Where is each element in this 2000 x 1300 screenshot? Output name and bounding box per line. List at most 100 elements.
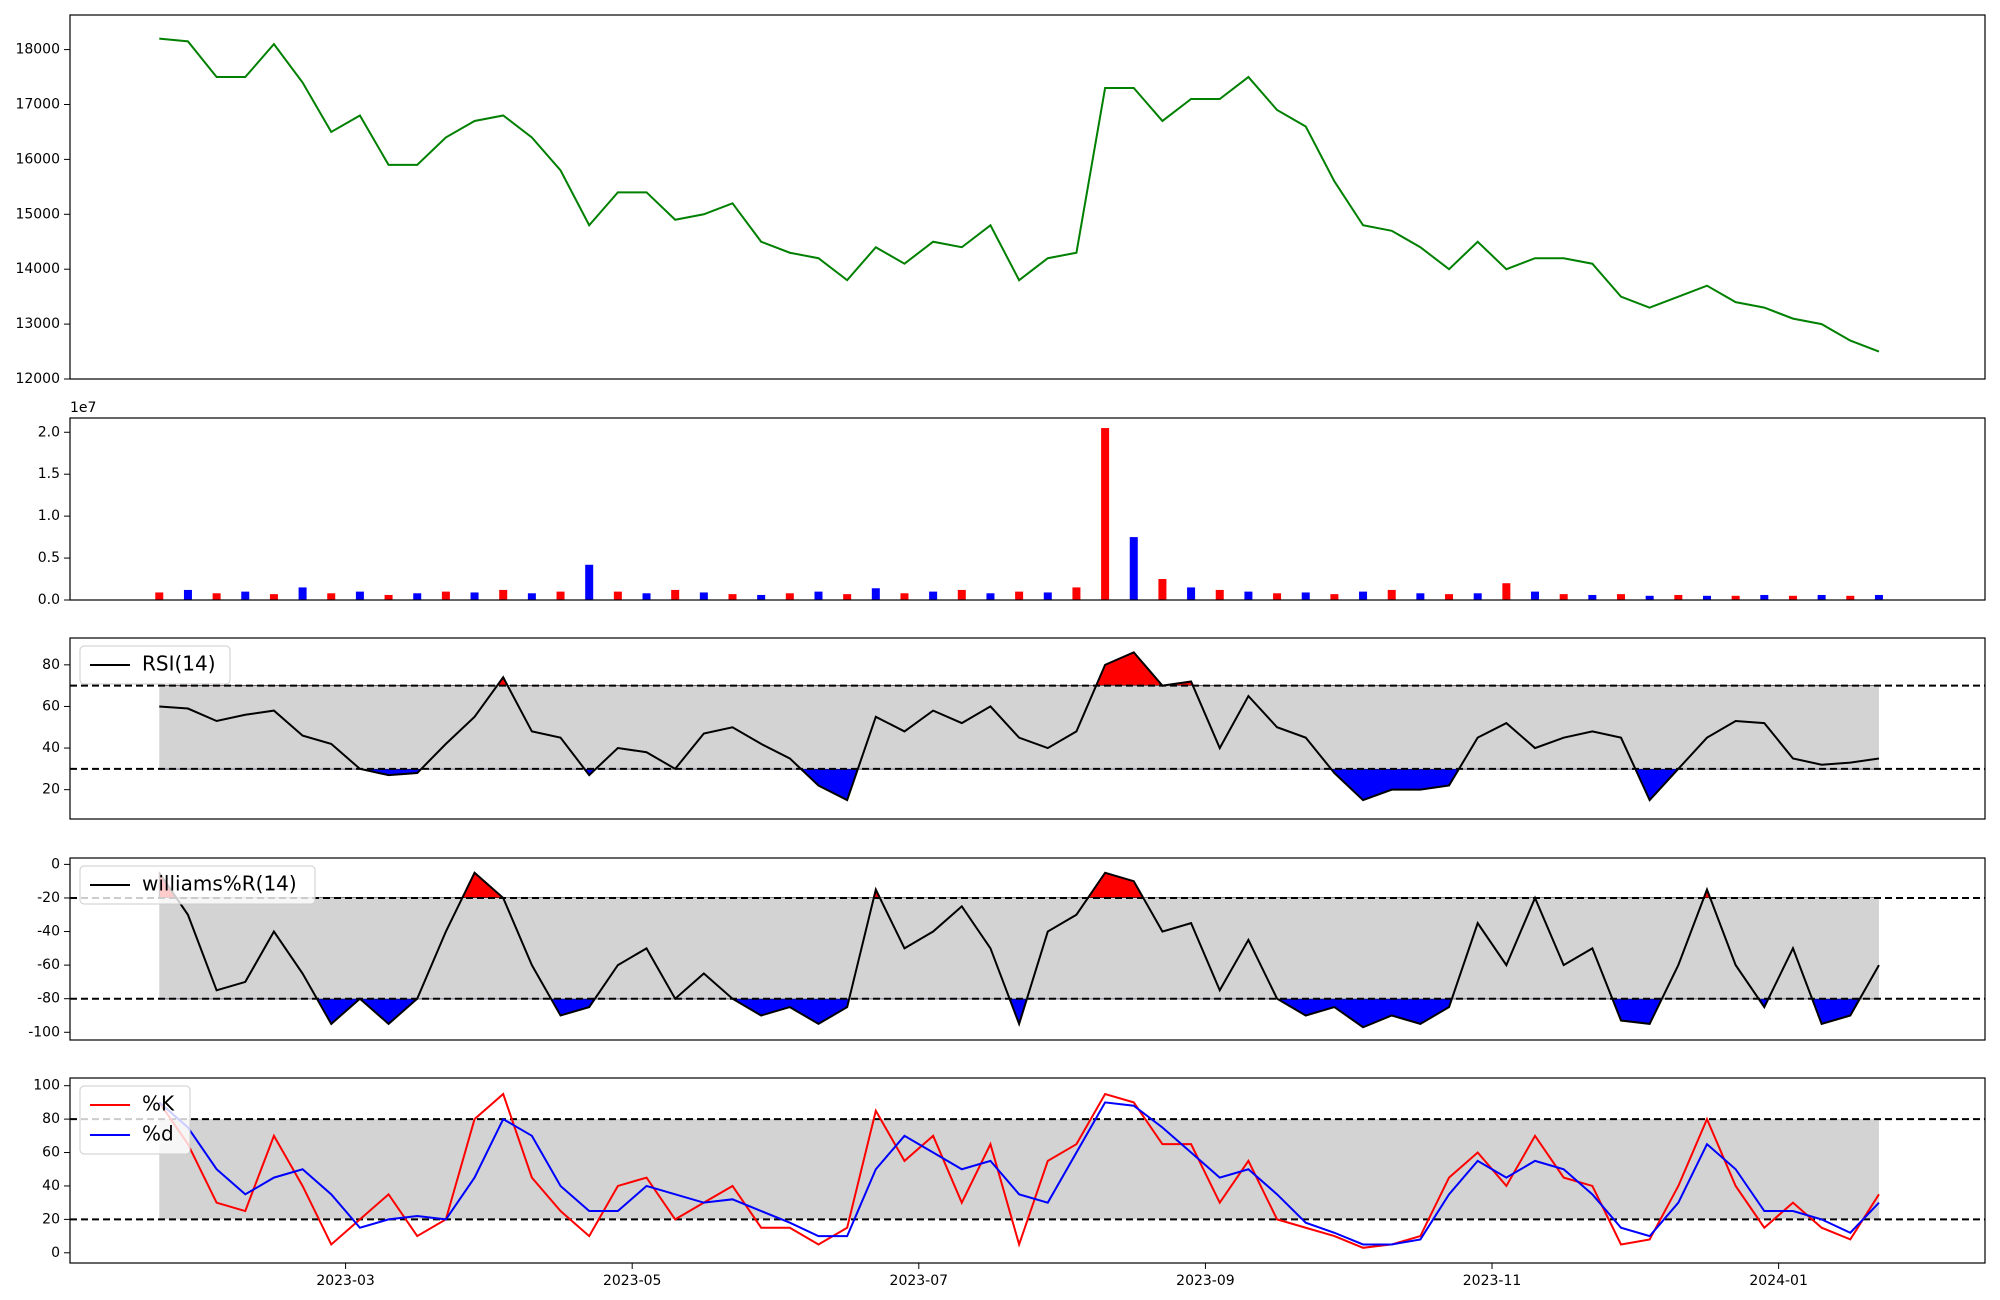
y-tick-label: 0.0 xyxy=(38,592,60,608)
volume-bar xyxy=(1559,594,1568,600)
axes-frame xyxy=(69,1077,1986,1264)
volume-bar xyxy=(384,594,393,600)
axes-frame xyxy=(69,637,1986,820)
volume-bar xyxy=(1187,587,1196,600)
x-tick-label: 2023-03 xyxy=(316,1273,375,1289)
panel: 12000 13000 14000 15000 16000 17000 18000 xyxy=(15,14,1986,387)
volume-bar xyxy=(183,589,192,600)
volume-bar xyxy=(1617,594,1626,600)
plot-area xyxy=(70,651,1985,802)
volume-bar xyxy=(1273,593,1282,600)
volume-bar xyxy=(470,592,479,600)
volume-bar xyxy=(757,594,766,600)
y-tick-label: 80 xyxy=(42,657,60,673)
series-line xyxy=(158,1101,1880,1246)
y-tick-label: 1.0 xyxy=(38,508,60,524)
plot-area xyxy=(70,1092,1985,1249)
neutral-band xyxy=(159,897,1879,999)
volume-bar xyxy=(1015,591,1024,600)
volume-bar xyxy=(413,593,422,600)
volume-bar xyxy=(269,594,278,600)
x-tick-label: 2023-09 xyxy=(1176,1273,1235,1289)
volume-bar xyxy=(613,591,622,600)
y-tick-label: 18000 xyxy=(15,42,60,58)
volume-bar xyxy=(298,587,307,600)
series-line xyxy=(158,871,1880,1029)
legend-label: RSI(14) xyxy=(142,652,216,676)
volume-bar xyxy=(785,593,794,600)
volume-bar xyxy=(499,589,508,600)
y-tick-label: 0 xyxy=(51,1245,60,1261)
y-tick-label: 12000 xyxy=(15,371,60,387)
y-tick-label: 1.5 xyxy=(38,466,60,482)
volume-bar xyxy=(1531,591,1540,600)
volume-bar xyxy=(155,592,164,600)
volume-bar xyxy=(212,593,221,600)
legend-box xyxy=(79,1085,191,1155)
volume-bar xyxy=(1330,594,1339,600)
plot-area xyxy=(70,871,1985,1029)
legend-box xyxy=(79,865,316,905)
y-tick-label: 100 xyxy=(33,1078,60,1094)
volume-bar xyxy=(1043,592,1052,600)
y-tick-label: 15000 xyxy=(15,206,60,222)
volume-bar xyxy=(728,594,737,600)
panel: 0 20 40 60 80 100 2023-03 2023-05 2023-07 2023-09… xyxy=(33,1077,1986,1289)
y-tick-label: -60 xyxy=(37,957,60,973)
y-tick-label: 14000 xyxy=(15,261,60,277)
volume-bar xyxy=(1416,593,1425,600)
legend-label: %d xyxy=(142,1122,174,1146)
volume-bar xyxy=(585,564,594,600)
y-tick-label: 20 xyxy=(42,782,60,798)
volume-bar xyxy=(1101,428,1110,600)
panel: 0 -20 -40 -60 -80 -100 williams%R(14) xyxy=(28,856,1986,1041)
volume-bar xyxy=(699,592,708,600)
volume-bar xyxy=(1874,594,1883,600)
volume-bar xyxy=(986,593,995,600)
volume-bar xyxy=(871,588,880,600)
x-tick-label: 2024-01 xyxy=(1749,1273,1808,1289)
volume-bar xyxy=(843,594,852,600)
volume-bar xyxy=(1301,592,1310,600)
volume-bar xyxy=(957,589,966,600)
volume-bar xyxy=(900,593,909,600)
volume-bar xyxy=(1788,595,1797,600)
y-tick-label: 40 xyxy=(42,1178,60,1194)
series-line xyxy=(159,37,1880,353)
plot-area xyxy=(159,37,1880,353)
volume-bar xyxy=(1731,595,1740,600)
axes-frame xyxy=(69,417,1986,601)
volume-bar xyxy=(929,591,938,600)
y-tick-label: 17000 xyxy=(15,96,60,112)
volume-bar xyxy=(556,591,565,600)
y-tick-label: -40 xyxy=(37,924,60,940)
volume-bar xyxy=(642,593,651,600)
y-tick-label: 80 xyxy=(42,1111,60,1127)
volume-bar xyxy=(1072,587,1081,600)
volume-bar xyxy=(1445,594,1454,600)
volume-bar xyxy=(1674,594,1683,600)
x-tick-label: 2023-11 xyxy=(1463,1273,1522,1289)
legend-box xyxy=(79,645,231,685)
y-tick-label: 2.0 xyxy=(38,424,60,440)
panel: 1e7 0.0 0.5 1.0 1.5 2.0 xyxy=(38,400,1986,608)
neutral-band xyxy=(159,685,1879,769)
volume-bar xyxy=(1158,579,1167,600)
y-tick-label: 60 xyxy=(42,1145,60,1161)
volume-bar xyxy=(441,591,450,600)
volume-bar xyxy=(671,589,680,600)
x-tick-label: 2023-07 xyxy=(890,1273,949,1289)
volume-bar xyxy=(1817,594,1826,600)
y-tick-label: 0.5 xyxy=(38,550,60,566)
axes-frame xyxy=(69,14,1986,380)
plot-area xyxy=(155,428,1883,600)
axes-frame xyxy=(69,857,1986,1041)
volume-bar xyxy=(241,591,250,600)
volume-bar xyxy=(327,593,336,600)
y-tick-label: -80 xyxy=(37,991,60,1007)
volume-bar xyxy=(1645,595,1654,600)
volume-bar xyxy=(1473,593,1482,600)
volume-bar xyxy=(1129,537,1138,600)
y-tick-label: 20 xyxy=(42,1211,60,1227)
